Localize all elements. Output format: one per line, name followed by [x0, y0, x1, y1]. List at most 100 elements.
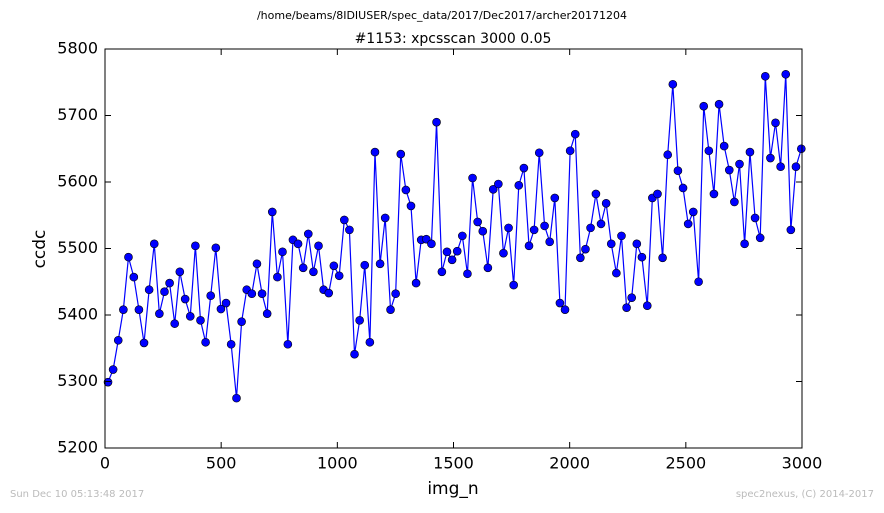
- data-point: [581, 244, 590, 254]
- data-point: [534, 148, 544, 158]
- data-point: [185, 312, 195, 321]
- y-tick-label: 5600: [57, 172, 98, 191]
- data-point: [365, 337, 375, 347]
- data-point: [329, 261, 339, 271]
- data-point: [468, 173, 477, 183]
- data-point: [642, 301, 652, 310]
- data-point: [750, 213, 760, 223]
- data-point: [622, 303, 631, 312]
- data-point: [355, 316, 364, 325]
- data-point: [678, 183, 688, 193]
- data-point: [113, 335, 123, 345]
- data-point: [745, 147, 755, 157]
- data-point: [704, 146, 714, 156]
- data-point: [766, 153, 775, 163]
- data-point: [694, 277, 703, 287]
- data-point: [119, 305, 128, 314]
- data-point: [191, 241, 200, 251]
- data-point: [509, 280, 518, 290]
- data-point: [555, 298, 565, 308]
- data-point: [247, 289, 257, 299]
- data-point: [529, 225, 539, 235]
- data-point: [776, 162, 785, 172]
- data-point: [719, 141, 729, 151]
- x-tick-label: 3000: [782, 454, 823, 473]
- data-point: [653, 189, 662, 199]
- data-point: [180, 294, 190, 304]
- data-point: [688, 207, 698, 217]
- data-point: [504, 223, 513, 233]
- data-point: [735, 159, 744, 169]
- chart-title: #1153: xpcsscan 3000 0.05: [355, 31, 552, 47]
- data-point: [401, 185, 411, 195]
- data-point: [406, 201, 416, 211]
- x-tick-label: 1000: [317, 454, 358, 473]
- data-point: [540, 221, 549, 231]
- y-tick-label: 5800: [57, 39, 98, 58]
- data-point: [144, 285, 154, 295]
- x-tick-label: 500: [206, 454, 237, 473]
- data-point: [709, 189, 719, 199]
- data-point: [730, 197, 739, 207]
- data-point: [447, 255, 457, 265]
- data-point: [714, 99, 724, 109]
- data-point: [350, 349, 359, 359]
- data-point: [124, 252, 133, 262]
- data-point: [298, 263, 308, 273]
- data-point: [252, 259, 262, 269]
- y-tick-label: 5300: [57, 371, 98, 390]
- data-point: [637, 252, 647, 262]
- data-point: [283, 339, 293, 349]
- data-point: [175, 267, 185, 277]
- data-point: [499, 248, 508, 258]
- data-point: [488, 185, 498, 194]
- data-point: [740, 239, 749, 249]
- data-point: [560, 305, 570, 314]
- data-point: [591, 189, 601, 199]
- data-point: [427, 239, 436, 249]
- data-point: [103, 377, 113, 387]
- data-point: [596, 219, 606, 229]
- data-point: [334, 271, 344, 281]
- data-point: [134, 305, 144, 314]
- data-point: [396, 149, 406, 159]
- data-point: [755, 233, 765, 243]
- y-tick-label: 5400: [57, 305, 98, 324]
- data-point: [375, 259, 385, 269]
- data-point: [673, 166, 683, 175]
- data-point: [211, 243, 221, 253]
- data-point: [463, 269, 472, 279]
- data-point: [668, 79, 678, 89]
- data-point: [494, 179, 503, 189]
- data-point: [576, 253, 585, 263]
- data-point: [606, 239, 616, 249]
- data-point: [309, 267, 318, 277]
- data-point: [586, 223, 595, 233]
- x-axis-label: img_n: [427, 479, 478, 499]
- y-axis-label: ccdc: [30, 230, 50, 269]
- data-point: [149, 239, 159, 249]
- data-point: [458, 231, 467, 241]
- data-point: [519, 163, 529, 173]
- y-tick-label: 5700: [57, 105, 98, 124]
- data-point: [760, 71, 770, 81]
- data-point: [165, 278, 174, 288]
- data-point: [473, 217, 482, 227]
- data-point: [570, 129, 580, 139]
- data-point: [632, 239, 642, 249]
- data-point: [514, 181, 524, 190]
- data-point: [781, 69, 791, 79]
- data-point: [380, 213, 390, 223]
- data-point: [386, 305, 395, 314]
- data-point: [273, 272, 282, 282]
- x-tick-label: 0: [100, 454, 110, 473]
- x-tick-label: 1500: [433, 454, 474, 473]
- data-point: [627, 293, 636, 303]
- data-point: [601, 198, 611, 208]
- data-point: [340, 215, 349, 225]
- data-point: [724, 165, 734, 175]
- data-point: [612, 268, 621, 278]
- footer-left: Sun Dec 10 05:13:48 2017: [10, 489, 144, 500]
- data-point: [226, 339, 236, 349]
